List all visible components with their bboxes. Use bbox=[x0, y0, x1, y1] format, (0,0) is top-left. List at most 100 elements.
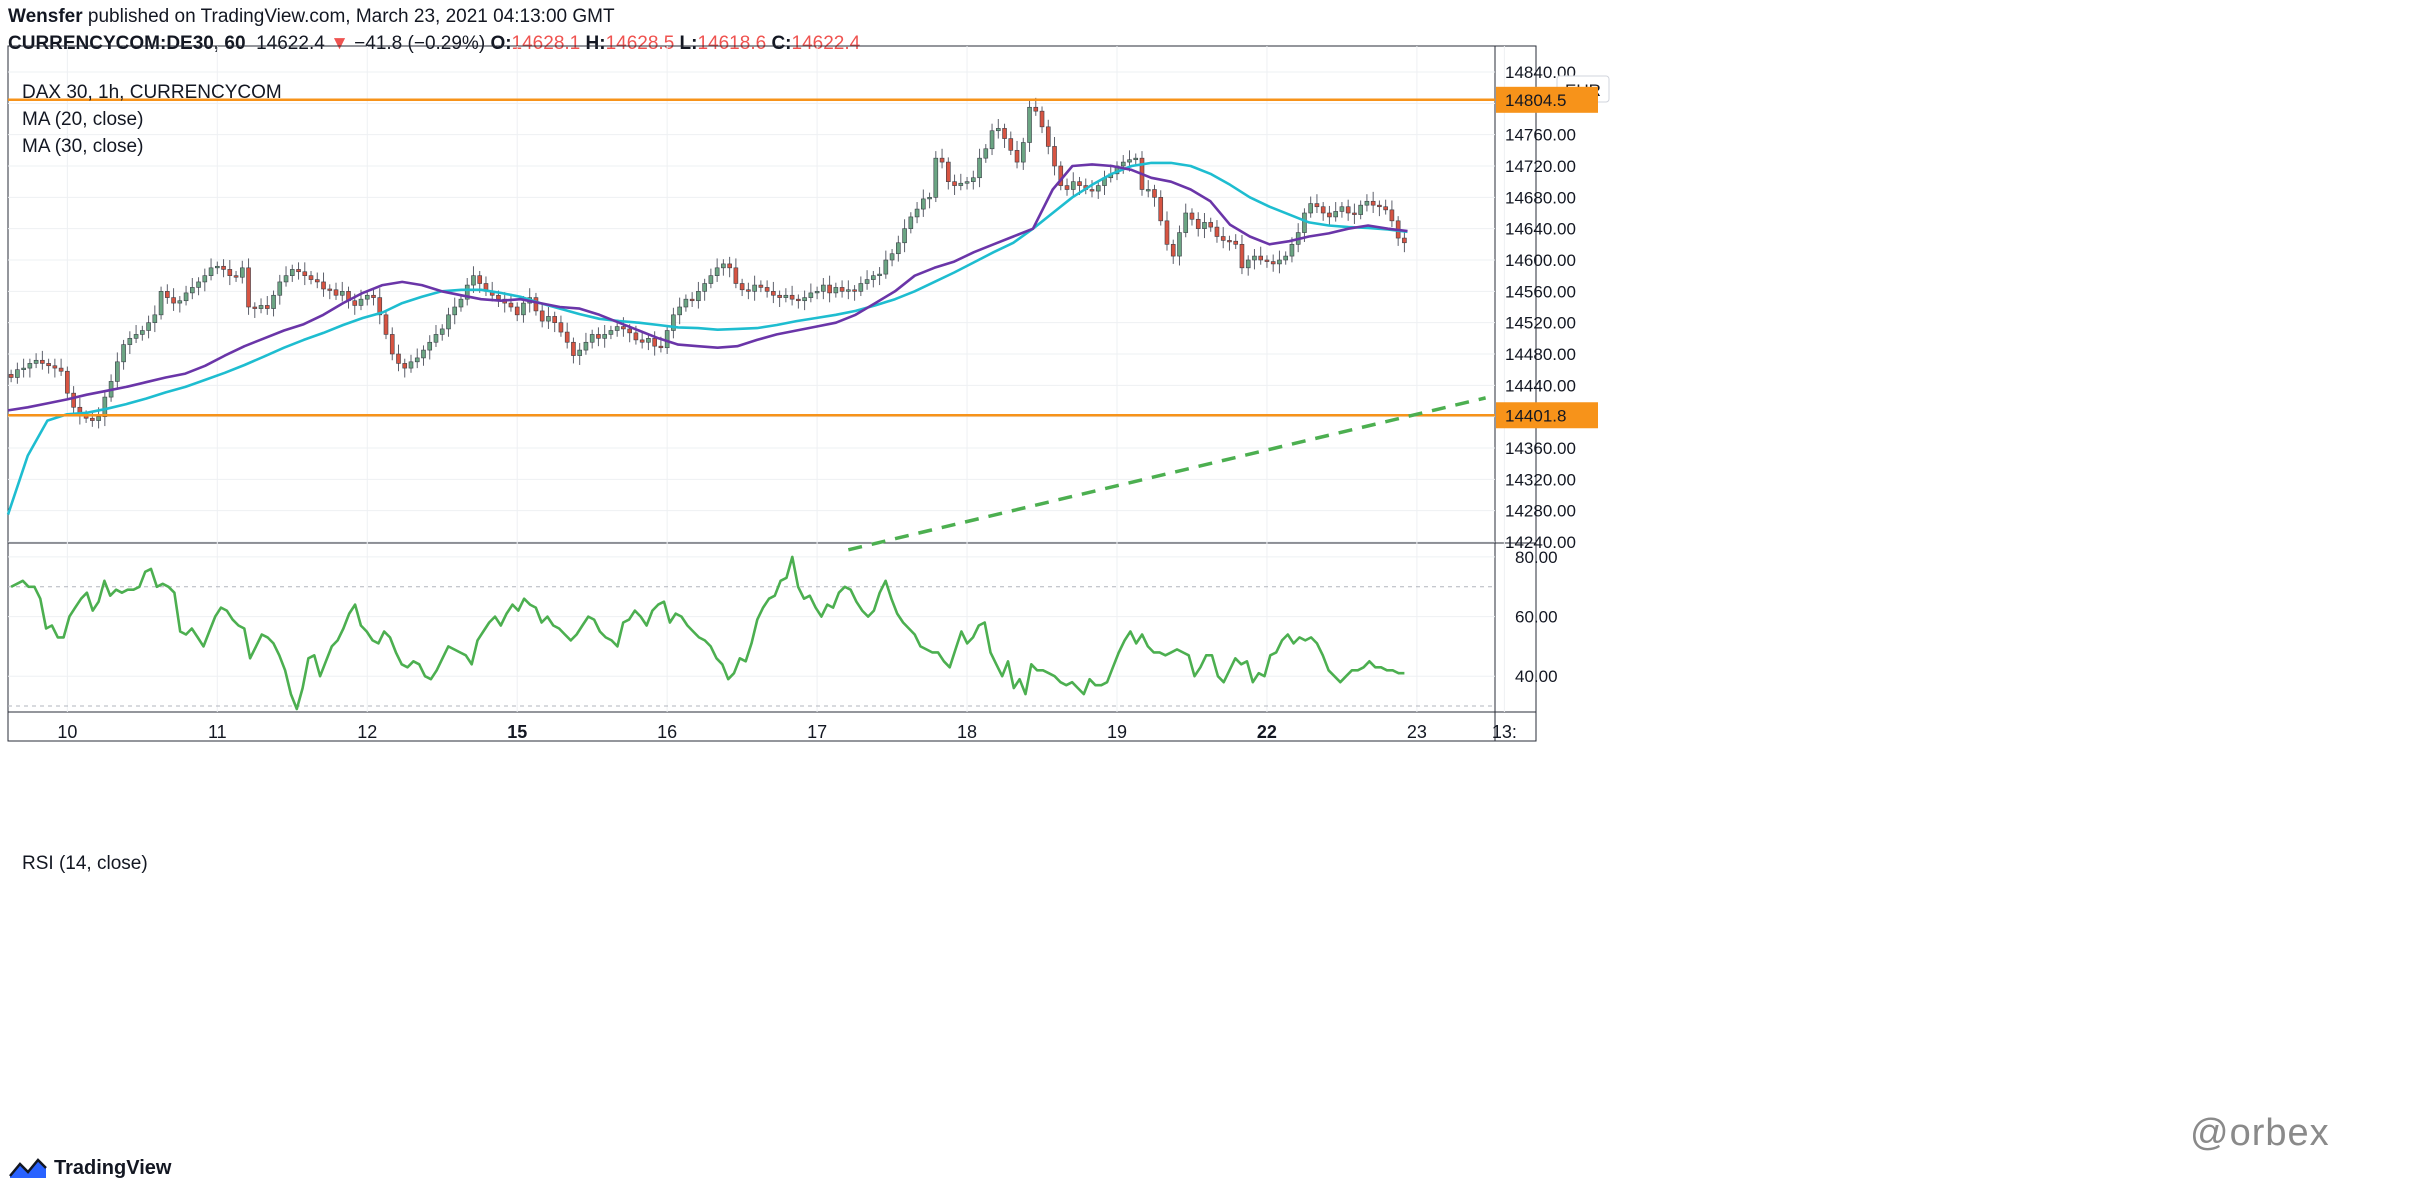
rsi-tick-label: 60.00 bbox=[1515, 608, 1558, 627]
candle-body bbox=[883, 259, 889, 275]
time-tick-label: 15 bbox=[507, 722, 527, 742]
candle-body bbox=[8, 374, 14, 378]
candle-body bbox=[789, 294, 795, 300]
candle-body bbox=[1370, 200, 1376, 206]
tradingview-brand[interactable]: TradingView bbox=[8, 1156, 171, 1180]
candle-body bbox=[827, 284, 832, 294]
candle-body bbox=[371, 294, 376, 298]
candle-body bbox=[671, 314, 676, 331]
time-tick-label: 18 bbox=[957, 722, 977, 742]
candle-body bbox=[277, 281, 283, 296]
candle-body bbox=[1314, 203, 1320, 208]
candle-body bbox=[1358, 204, 1363, 215]
candle-body bbox=[427, 341, 433, 351]
candle-body bbox=[1320, 206, 1326, 214]
trendline bbox=[847, 396, 1487, 552]
candle-body bbox=[1270, 261, 1276, 265]
candle-body bbox=[877, 273, 882, 276]
candle-body bbox=[1052, 146, 1057, 167]
price-tick-label: 14680.00 bbox=[1505, 188, 1576, 207]
ma30-legend[interactable]: MA (30, close) bbox=[22, 136, 144, 157]
time-tick-label: 11 bbox=[208, 722, 227, 742]
candle-body bbox=[1008, 138, 1014, 151]
candle-body bbox=[264, 305, 270, 309]
candle-body bbox=[1302, 212, 1307, 233]
candle-body bbox=[208, 267, 214, 276]
candle-body bbox=[446, 314, 451, 330]
ma20-legend[interactable]: MA (20, close) bbox=[22, 109, 144, 130]
candle-body bbox=[408, 361, 414, 369]
candle-body bbox=[71, 392, 76, 408]
price-tick-label: 14560.00 bbox=[1505, 282, 1576, 301]
candle-body bbox=[533, 297, 539, 312]
candle-body bbox=[1283, 255, 1288, 261]
candle-body bbox=[146, 322, 151, 331]
candle-body bbox=[152, 314, 158, 323]
candle-body bbox=[921, 198, 926, 210]
candle-body bbox=[796, 298, 801, 302]
candle-body bbox=[596, 334, 601, 339]
candle-body bbox=[514, 306, 520, 316]
candle-body bbox=[333, 289, 339, 296]
time-tick-label: 10 bbox=[57, 722, 77, 742]
time-tick-label: 12 bbox=[357, 722, 377, 742]
candle-body bbox=[1183, 212, 1189, 233]
candle-body bbox=[964, 181, 970, 184]
candle-body bbox=[1333, 211, 1338, 218]
candle-body bbox=[1258, 255, 1264, 261]
candle-body bbox=[1164, 220, 1170, 245]
watermark: @orbex bbox=[2190, 1112, 2330, 1154]
candle-body bbox=[1377, 204, 1382, 208]
candle-body bbox=[777, 294, 782, 298]
candle-body bbox=[927, 197, 932, 200]
candle-body bbox=[1045, 126, 1051, 147]
candle-body bbox=[1014, 150, 1020, 163]
candle-body bbox=[414, 357, 420, 363]
candle-body bbox=[271, 294, 276, 309]
candle-body bbox=[764, 287, 770, 292]
candle-body bbox=[639, 339, 645, 343]
candle-body bbox=[396, 353, 401, 364]
candle-body bbox=[21, 367, 26, 370]
candle-body bbox=[1095, 185, 1101, 192]
candle-body bbox=[1289, 244, 1295, 257]
candle-body bbox=[839, 287, 845, 292]
candle-body bbox=[552, 316, 557, 323]
candle-body bbox=[727, 263, 732, 269]
brand-name: TradingView bbox=[54, 1156, 172, 1179]
level-price-tag bbox=[1496, 402, 1598, 429]
rsi-legend[interactable]: RSI (14, close) bbox=[22, 853, 148, 874]
candle-body bbox=[471, 275, 476, 286]
candle-body bbox=[233, 275, 239, 278]
candle-body bbox=[496, 294, 501, 300]
candle-body bbox=[902, 228, 907, 244]
candle-body bbox=[783, 294, 789, 298]
candle-body bbox=[1233, 240, 1239, 245]
candle-body bbox=[739, 283, 745, 291]
time-tick-label: 17 bbox=[807, 722, 827, 742]
tradingview-logo-icon bbox=[9, 1158, 47, 1178]
low-label: L: bbox=[679, 33, 698, 54]
candle-body bbox=[933, 157, 939, 198]
price-tick-label: 14760.00 bbox=[1505, 126, 1576, 145]
candle-body bbox=[1077, 181, 1082, 186]
candle-body bbox=[546, 316, 551, 322]
candle-body bbox=[58, 367, 64, 372]
candle-body bbox=[246, 267, 251, 308]
high-value: 14628.5 bbox=[605, 33, 675, 54]
candle-body bbox=[339, 291, 345, 296]
candle-body bbox=[121, 344, 126, 363]
candle-body bbox=[15, 369, 20, 378]
candle-body bbox=[1120, 161, 1126, 167]
candle-body bbox=[571, 341, 576, 356]
level-price-label: 14804.5 bbox=[1505, 91, 1566, 110]
candle-body bbox=[1383, 206, 1388, 211]
candle-body bbox=[558, 322, 564, 333]
candle-body bbox=[689, 298, 695, 302]
candle-body bbox=[652, 338, 657, 347]
price-tick-label: 14720.00 bbox=[1505, 157, 1576, 176]
candle-body bbox=[858, 283, 864, 292]
candle-body bbox=[1239, 244, 1245, 269]
candle-body bbox=[452, 306, 458, 316]
